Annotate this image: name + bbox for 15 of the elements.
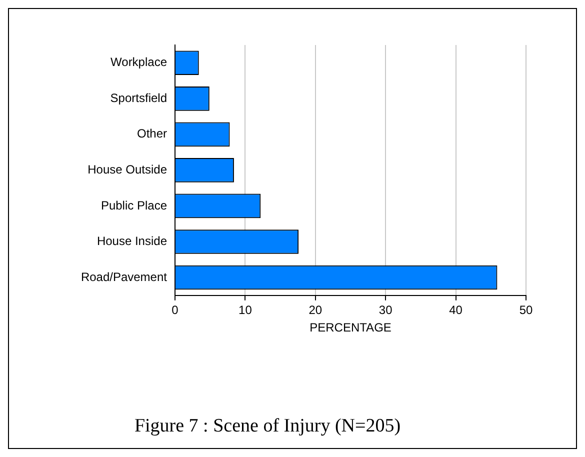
y-tick-label: Other — [136, 126, 167, 141]
text: Figure 7 : Scene of Injury (N=205) — [134, 416, 401, 437]
x-tick-label: 30 — [378, 302, 393, 317]
y-tick-label: Road/Pavement — [80, 270, 168, 284]
y-tick-label: House Outside — [88, 162, 168, 177]
x-tick-label: 0 — [172, 302, 179, 317]
y-tick-label: Sportsfield — [110, 90, 167, 105]
x-tick-label: 40 — [449, 302, 463, 317]
y-tick-label: Public Place — [100, 198, 168, 212]
x-tick-label: 10 — [238, 302, 252, 317]
x-axis-title: PERCENTAGE — [310, 320, 392, 334]
x-tick-label: 50 — [519, 302, 533, 317]
y-tick-label: House Inside — [96, 234, 168, 248]
y-tick-label: Workplace — [110, 55, 168, 70]
x-tick-label: 20 — [308, 302, 322, 317]
